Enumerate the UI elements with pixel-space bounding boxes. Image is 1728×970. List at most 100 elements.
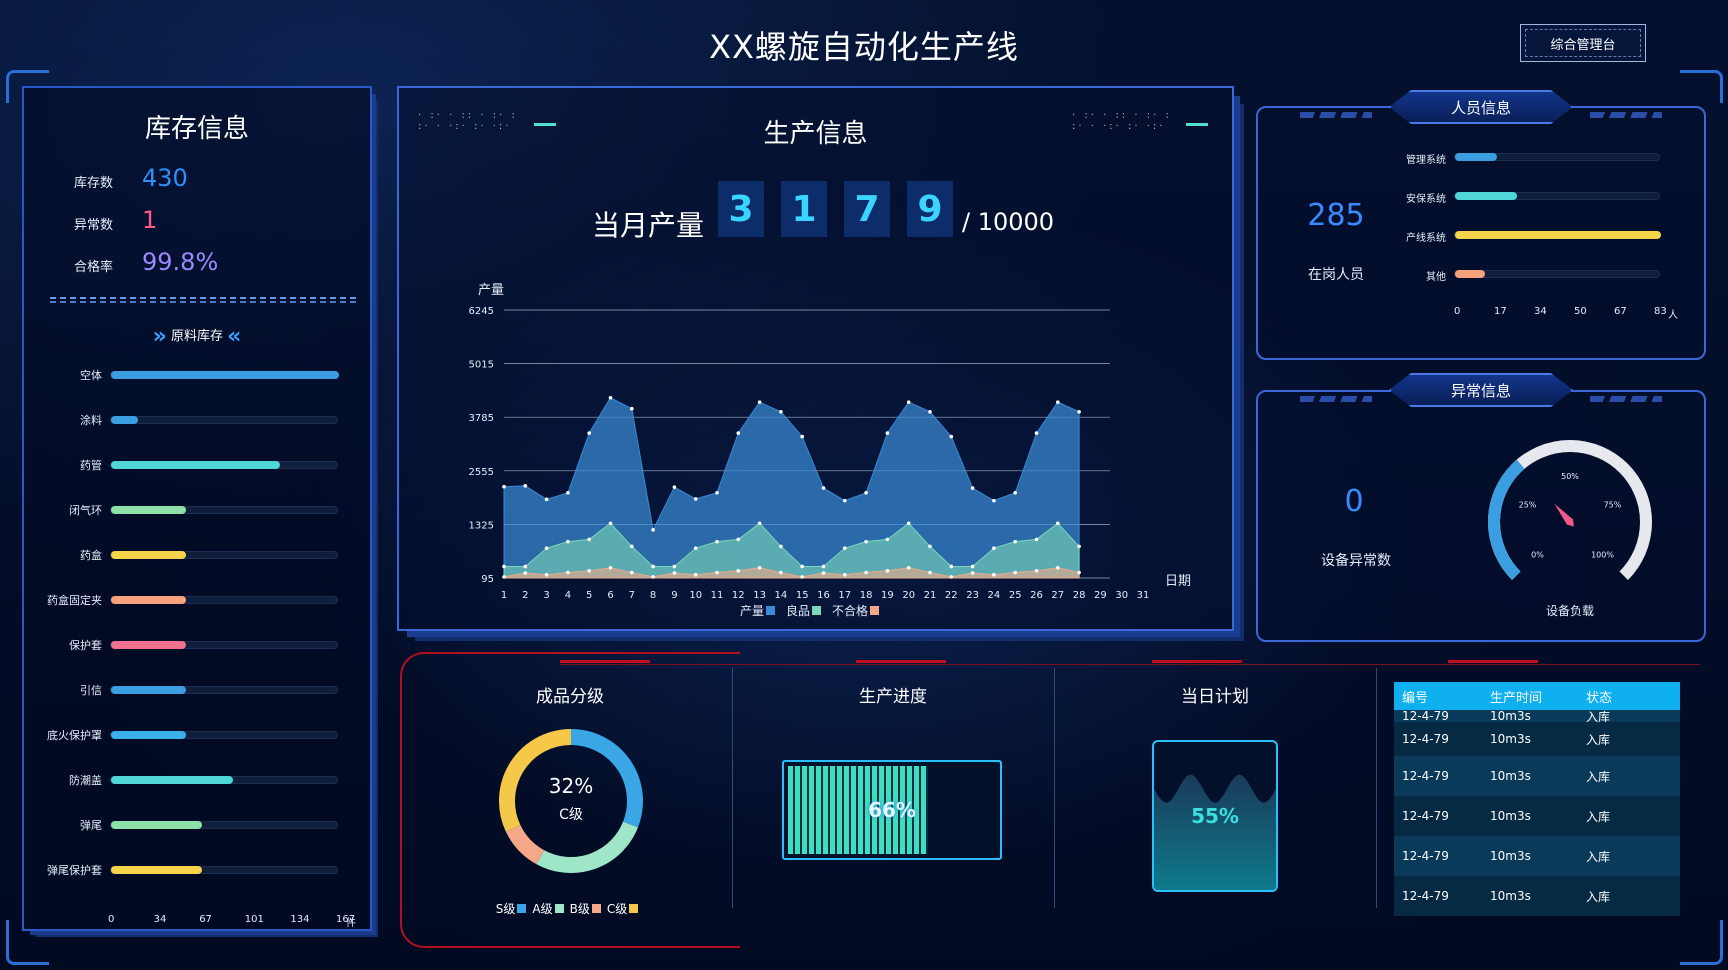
raw-material-track	[110, 596, 338, 604]
x-tick-label: 6	[607, 590, 613, 601]
x-tick-label: 3	[543, 590, 549, 601]
raw-material-fill	[111, 596, 187, 604]
data-point	[608, 521, 613, 526]
legend-label: C级	[606, 902, 628, 916]
raw-material-axis-tick: 101	[244, 914, 264, 925]
production-title: 生产信息	[763, 119, 868, 149]
legend-label: 良品	[786, 603, 810, 618]
table-row[interactable]: 12-4-79 10m3s 入库	[1394, 796, 1680, 836]
output-digit: 9	[907, 181, 953, 237]
grading-donut-chart	[499, 729, 643, 873]
legend-swatch	[517, 904, 527, 913]
raw-material-fill	[111, 776, 233, 784]
raw-material-label: 底火保护罩	[47, 729, 102, 742]
data-point	[587, 569, 591, 573]
raw-material-track	[110, 686, 338, 694]
data-point	[992, 572, 996, 577]
device-load-gauge: 0% 25% 50% 75% 100%	[1488, 440, 1652, 580]
donut-slice	[499, 729, 572, 832]
personnel-axis-tick: 17	[1494, 306, 1507, 317]
personnel-bar-fill	[1455, 153, 1498, 161]
table-cell: 12-4-79	[1402, 849, 1449, 863]
decor-dots-right: · :· · :: · :· ::· · ·:· :· ·:·	[1072, 110, 1172, 132]
x-tick-label: 25	[1009, 590, 1022, 601]
decor-accent-red	[560, 660, 650, 663]
raw-material-row: 涂料	[40, 409, 360, 429]
personnel-bar-track	[1454, 153, 1660, 161]
data-point	[928, 409, 932, 414]
data-point	[630, 570, 634, 575]
personnel-bar-label: 安保系统	[1406, 194, 1446, 205]
grading-legend: S级 A级 B级 C级	[410, 900, 730, 917]
legend-label: A级	[532, 902, 553, 916]
section-divider	[732, 668, 733, 908]
y-axis-label: 产量	[478, 283, 504, 298]
data-point	[544, 497, 549, 502]
x-tick-label: 1	[501, 590, 507, 601]
data-point	[736, 537, 741, 542]
personnel-bar-label: 产线系统	[1406, 233, 1446, 244]
decor-stripes	[1300, 396, 1372, 402]
data-point	[651, 575, 655, 579]
data-point	[651, 528, 655, 532]
data-point	[672, 485, 677, 489]
raw-material-track	[110, 776, 338, 784]
raw-material-row: 空体	[40, 364, 360, 384]
data-point	[757, 565, 762, 570]
data-point	[800, 434, 804, 439]
data-point	[949, 575, 954, 579]
raw-material-axis-tick: 134	[290, 914, 310, 925]
stock-value: 430	[142, 164, 188, 192]
data-point	[843, 572, 847, 577]
data-point	[1013, 491, 1017, 495]
data-point	[885, 569, 890, 573]
table-row[interactable]: 12-4-79 10m3s 入库	[1394, 836, 1680, 876]
frame-corner-top-left	[6, 70, 49, 103]
table-row[interactable]: 12-4-79 10m3s 入库	[1394, 876, 1680, 916]
management-console-button[interactable]: 综合管理台	[1520, 24, 1646, 62]
x-tick-label: 5	[586, 590, 592, 601]
table-row[interactable]: 12-4-79 10m3s 入库	[1394, 709, 1680, 724]
data-point	[630, 406, 634, 411]
table-row[interactable]: 12-4-79 10m3s 入库	[1394, 722, 1680, 756]
data-point	[544, 572, 549, 577]
table-cell: 入库	[1586, 769, 1611, 784]
data-point	[693, 546, 698, 550]
stock-label: 库存数	[74, 176, 114, 191]
x-tick-label: 11	[711, 590, 724, 601]
y-tick-label: 5015	[469, 360, 494, 371]
abnormal-value: 1	[142, 206, 158, 234]
table-cell: 10m3s	[1490, 889, 1531, 903]
legend-swatch	[629, 904, 639, 913]
gauge-tick-label: 50%	[1561, 472, 1579, 481]
raw-material-track	[110, 731, 338, 739]
table-row[interactable]: 12-4-79 10m3s 入库	[1394, 756, 1680, 796]
data-point	[821, 486, 826, 490]
raw-material-label: 弹尾保护套	[47, 864, 102, 877]
data-point	[928, 570, 932, 575]
data-point	[864, 570, 868, 575]
data-point	[1056, 565, 1060, 570]
legend-swatch	[766, 606, 775, 615]
raw-material-track	[110, 506, 338, 514]
data-point	[1077, 409, 1081, 414]
raw-material-fill	[111, 416, 139, 424]
management-console-label: 综合管理台	[1550, 37, 1616, 53]
raw-material-row: 底火保护罩	[40, 724, 360, 744]
table-cell: 12-4-79	[1402, 809, 1449, 823]
output-digit: 7	[844, 181, 890, 237]
data-point	[906, 565, 911, 570]
raw-material-fill	[111, 641, 187, 649]
x-tick-label: 7	[629, 590, 635, 601]
data-point	[672, 571, 677, 575]
decor-stripes	[1590, 112, 1662, 118]
x-tick-label: 29	[1094, 590, 1107, 601]
data-point	[779, 570, 783, 575]
y-tick-label: 95	[481, 574, 494, 585]
raw-material-label: 药盒	[80, 549, 102, 562]
monthly-output-label: 当月产量	[592, 209, 705, 242]
raw-material-axis-tick: 167	[336, 914, 356, 925]
x-tick-label: 26	[1030, 590, 1043, 601]
abnormal-label: 异常数	[74, 218, 114, 233]
